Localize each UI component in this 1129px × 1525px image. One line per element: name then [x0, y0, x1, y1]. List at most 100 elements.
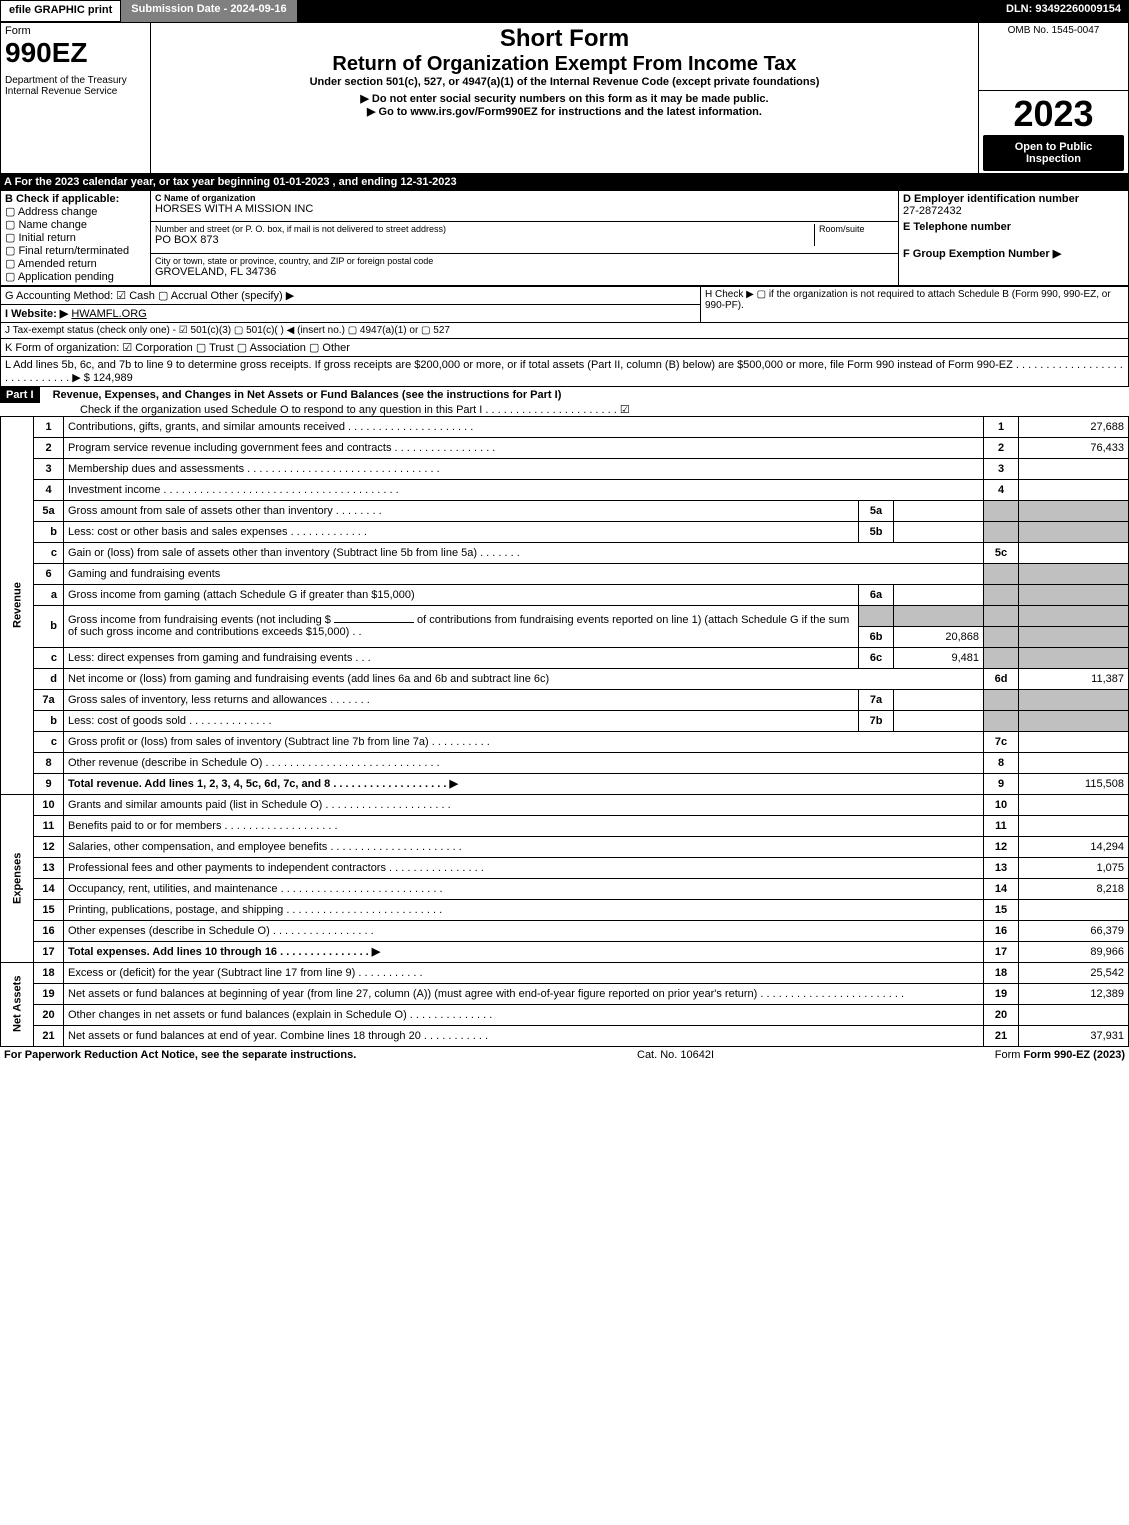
line-20-amt [1019, 1004, 1129, 1025]
check-address[interactable]: Address change [5, 205, 146, 218]
org-name-label: C Name of organization [155, 193, 894, 203]
line-13-num: 13 [34, 857, 64, 878]
line-16-desc: Other expenses (describe in Schedule O) … [64, 920, 984, 941]
dept-label: Department of the Treasury Internal Reve… [5, 75, 146, 97]
line-5a-desc: Gross amount from sale of assets other t… [64, 500, 859, 521]
line-6d-num: d [34, 668, 64, 689]
line-11-num: 11 [34, 815, 64, 836]
line-19-amt: 12,389 [1019, 983, 1129, 1004]
website-value[interactable]: HWAMFL.ORG [71, 308, 146, 320]
line-19-desc: Net assets or fund balances at beginning… [64, 983, 984, 1004]
line-6b-desc: Gross income from fundraising events (no… [64, 605, 859, 647]
line-5c-amt [1019, 542, 1129, 563]
line-17-desc: Total expenses. Add lines 10 through 16 … [64, 941, 984, 962]
line-6d-desc: Net income or (loss) from gaming and fun… [64, 668, 984, 689]
line-5c-box: 5c [984, 542, 1019, 563]
line-6-shade [984, 563, 1019, 584]
line-5a-midamt [894, 500, 984, 521]
dln-label: DLN: 93492260009154 [998, 0, 1129, 22]
line-21-num: 21 [34, 1025, 64, 1046]
line-17-num: 17 [34, 941, 64, 962]
check-name[interactable]: Name change [5, 218, 146, 231]
line-8-box: 8 [984, 752, 1019, 773]
line-20-desc: Other changes in net assets or fund bala… [64, 1004, 984, 1025]
form-number: 990EZ [5, 37, 146, 69]
line-12-amt: 14,294 [1019, 836, 1129, 857]
sections-ghijkl: G Accounting Method: ☑ Cash ▢ Accrual Ot… [0, 286, 1129, 387]
line-18-num: 18 [34, 962, 64, 983]
street-value: PO BOX 873 [155, 234, 814, 246]
room-label: Room/suite [814, 224, 894, 246]
line-11-desc: Benefits paid to or for members . . . . … [64, 815, 984, 836]
line-12-box: 12 [984, 836, 1019, 857]
section-a: A For the 2023 calendar year, or tax yea… [0, 174, 1129, 190]
line-6b-midbox: 6b [859, 626, 894, 647]
check-amended[interactable]: Amended return [5, 257, 146, 270]
line-15-desc: Printing, publications, postage, and shi… [64, 899, 984, 920]
line-6b-shade2 [894, 605, 984, 626]
line-6c-midbox: 6c [859, 647, 894, 668]
efile-label[interactable]: efile GRAPHIC print [0, 0, 121, 22]
line-19-num: 19 [34, 983, 64, 1004]
line-20-num: 20 [34, 1004, 64, 1025]
line-17-amt: 89,966 [1019, 941, 1129, 962]
header-table: Form 990EZ Department of the Treasury In… [0, 22, 1129, 174]
line-7a-desc: Gross sales of inventory, less returns a… [64, 689, 859, 710]
lines-table: Revenue 1 Contributions, gifts, grants, … [0, 416, 1129, 1047]
line-7a-shade [984, 689, 1019, 710]
line-4-num: 4 [34, 479, 64, 500]
section-g: G Accounting Method: ☑ Cash ▢ Accrual Ot… [1, 286, 701, 304]
line-5b-midbox: 5b [859, 521, 894, 542]
part1-header: Part I Revenue, Expenses, and Changes in… [0, 387, 1129, 416]
line-5b-shade2 [1019, 521, 1129, 542]
line-14-amt: 8,218 [1019, 878, 1129, 899]
line-10-desc: Grants and similar amounts paid (list in… [64, 794, 984, 815]
line-6c-shade [984, 647, 1019, 668]
line-9-num: 9 [34, 773, 64, 794]
line-4-amt [1019, 479, 1129, 500]
check-initial[interactable]: Initial return [5, 231, 146, 244]
line-16-box: 16 [984, 920, 1019, 941]
line-15-amt [1019, 899, 1129, 920]
line-14-desc: Occupancy, rent, utilities, and maintena… [64, 878, 984, 899]
line-7b-num: b [34, 710, 64, 731]
part1-checkline: Check if the organization used Schedule … [80, 404, 617, 416]
street-label: Number and street (or P. O. box, if mail… [155, 224, 814, 234]
line-2-box: 2 [984, 437, 1019, 458]
line-7c-amt [1019, 731, 1129, 752]
section-b-title: B Check if applicable: [5, 193, 146, 205]
line-5b-desc: Less: cost or other basis and sales expe… [64, 521, 859, 542]
footer-right: Form Form 990-EZ (2023) [995, 1049, 1125, 1061]
line-7b-shade2 [1019, 710, 1129, 731]
line-16-num: 16 [34, 920, 64, 941]
line-7b-midbox: 7b [859, 710, 894, 731]
top-bar: efile GRAPHIC print Submission Date - 20… [0, 0, 1129, 22]
ein-value: 27-2872432 [903, 205, 1124, 217]
line-5a-shade2 [1019, 500, 1129, 521]
line-8-desc: Other revenue (describe in Schedule O) .… [64, 752, 984, 773]
line-21-desc: Net assets or fund balances at end of ye… [64, 1025, 984, 1046]
sections-bf: B Check if applicable: Address change Na… [0, 190, 1129, 286]
line-19-box: 19 [984, 983, 1019, 1004]
line-5a-num: 5a [34, 500, 64, 521]
short-form-title: Short Form [155, 25, 974, 53]
line-5b-num: b [34, 521, 64, 542]
line-6b-num: b [34, 605, 64, 647]
section-h: H Check ▶ ▢ if the organization is not r… [701, 286, 1129, 322]
line-7a-midbox: 7a [859, 689, 894, 710]
line-18-amt: 25,542 [1019, 962, 1129, 983]
line-6d-box: 6d [984, 668, 1019, 689]
line-20-box: 20 [984, 1004, 1019, 1025]
line-16-amt: 66,379 [1019, 920, 1129, 941]
line-21-amt: 37,931 [1019, 1025, 1129, 1046]
line-5c-desc: Gain or (loss) from sale of assets other… [64, 542, 984, 563]
line-6-num: 6 [34, 563, 64, 584]
part1-checkbox[interactable]: ☑ [620, 404, 630, 416]
line-13-amt: 1,075 [1019, 857, 1129, 878]
line-10-box: 10 [984, 794, 1019, 815]
check-final[interactable]: Final return/terminated [5, 244, 146, 257]
check-pending[interactable]: Application pending [5, 270, 146, 283]
website-label: I Website: ▶ [5, 308, 68, 320]
goto-link[interactable]: ▶ Go to www.irs.gov/Form990EZ for instru… [155, 105, 974, 118]
line-10-amt [1019, 794, 1129, 815]
